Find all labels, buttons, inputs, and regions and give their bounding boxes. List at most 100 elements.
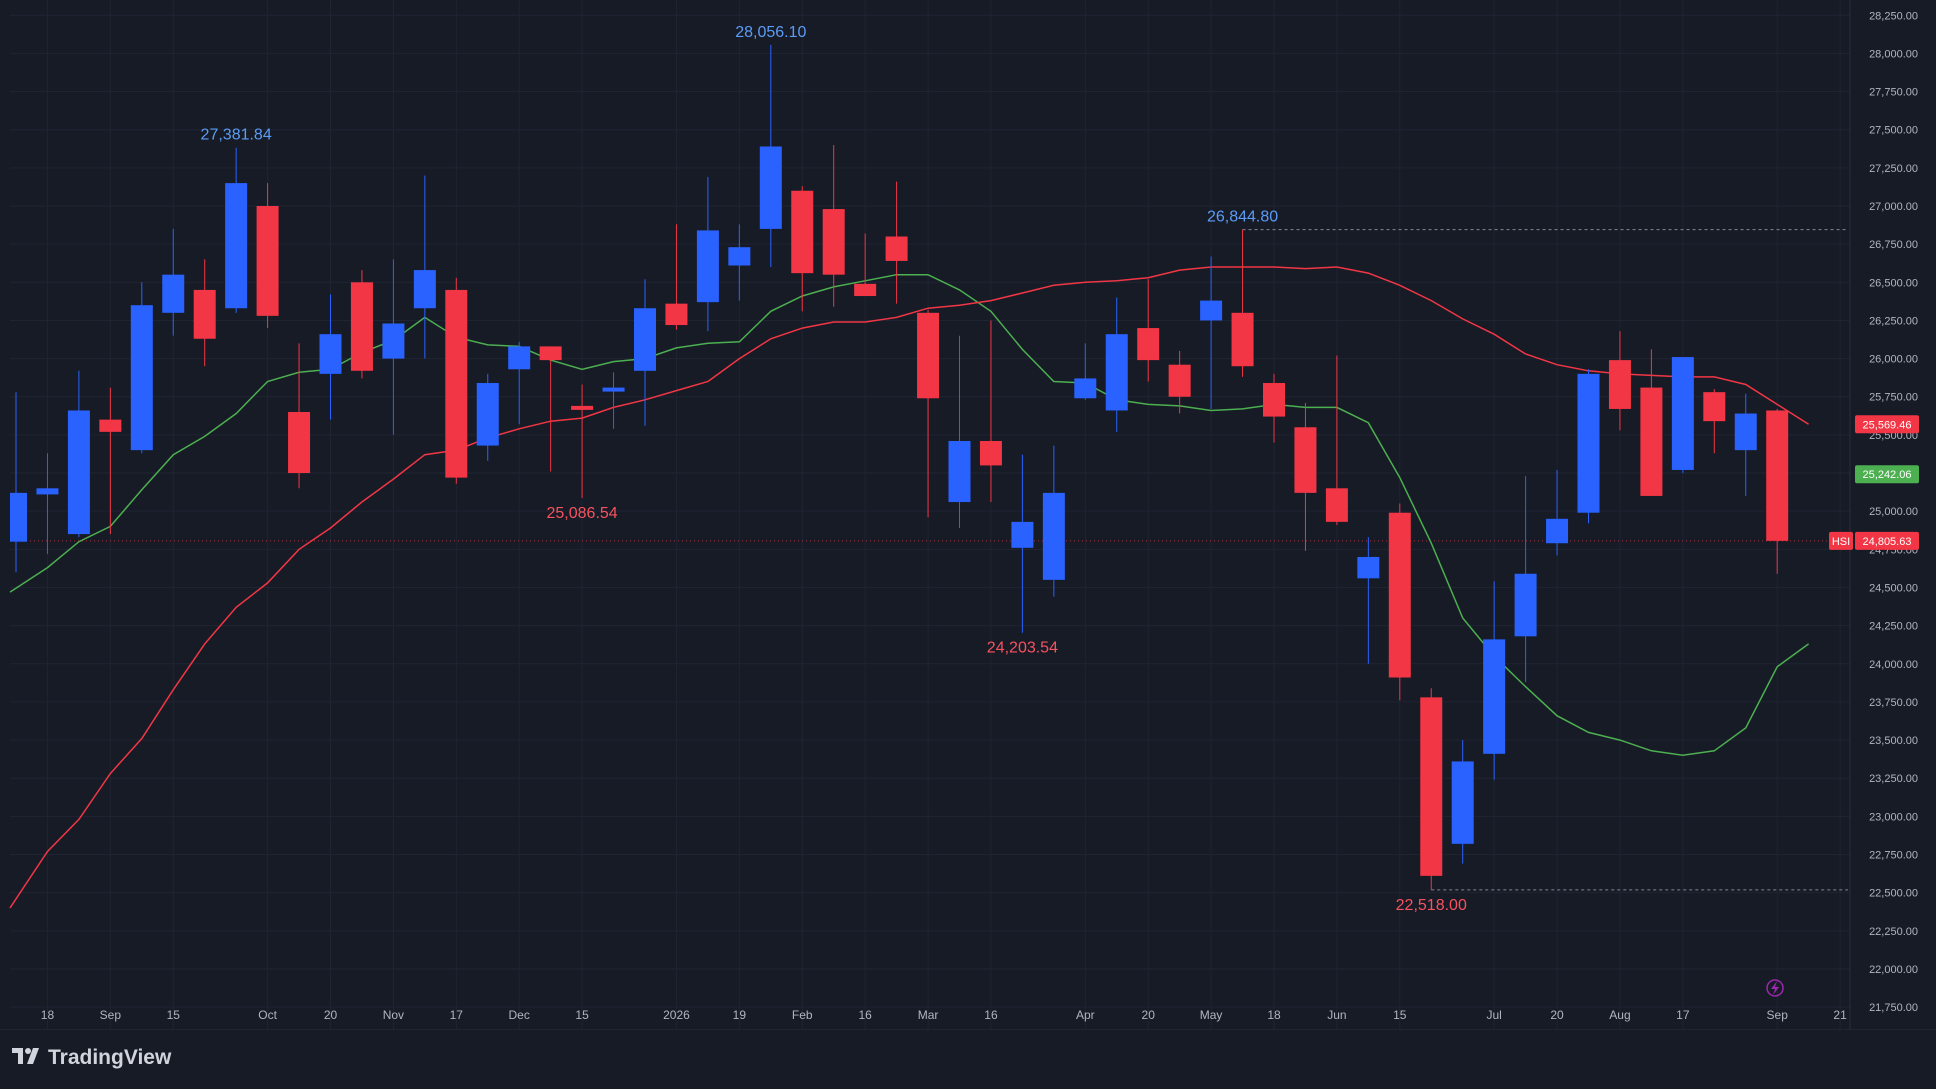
- candle-body: [1357, 556, 1380, 579]
- price-axis[interactable]: [1850, 0, 1936, 1030]
- time-axis-labels[interactable]: 18 Sep 15 Oct 20 Nov 17 Dec 15 2026 19 Feb 16 Mar 16 Ap…: [41, 1008, 1847, 1022]
- low-price-label: 22,518.00: [1396, 897, 1467, 914]
- x-tick-label: Oct: [258, 1008, 277, 1022]
- candle: [350, 270, 373, 379]
- candle: [36, 453, 59, 554]
- x-tick-label: 2026: [663, 1008, 690, 1022]
- candle-body: [1011, 521, 1034, 548]
- tradingview-logo[interactable]: TradingView: [12, 1046, 171, 1070]
- candle-body: [539, 346, 562, 361]
- candle: [99, 387, 122, 535]
- candle: [917, 309, 940, 518]
- candle: [539, 346, 562, 472]
- x-tick-label: Dec: [509, 1008, 530, 1022]
- candle: [256, 183, 279, 329]
- y-tick-label: 26,000.00: [1869, 354, 1918, 366]
- candle-body: [1514, 573, 1537, 637]
- x-tick-label: 16: [858, 1008, 872, 1022]
- lightning-icon[interactable]: [1766, 979, 1784, 997]
- candle: [162, 228, 185, 336]
- price-tag: 25,242.06: [1855, 465, 1919, 484]
- candle: [1451, 740, 1474, 864]
- candle: [67, 370, 90, 538]
- y-tick-label: 23,250.00: [1869, 773, 1918, 785]
- x-tick-label: Apr: [1076, 1008, 1095, 1022]
- candle: [1357, 537, 1380, 664]
- x-tick-label: Sep: [100, 1008, 122, 1022]
- x-tick-label: Jul: [1486, 1008, 1501, 1022]
- candle: [1137, 279, 1160, 382]
- price-tag-label: 25,569.46: [1863, 419, 1912, 431]
- candle-body: [1640, 387, 1663, 496]
- candle-body: [288, 412, 311, 474]
- candle-body: [445, 289, 468, 478]
- y-tick-label: 25,750.00: [1869, 392, 1918, 404]
- y-tick-label: 28,000.00: [1869, 48, 1918, 60]
- candle-body: [10, 492, 27, 542]
- candle: [1546, 469, 1569, 556]
- candle: [10, 392, 27, 573]
- price-tags: 25,569.46 25,242.06 24,805.63 HSI: [1829, 415, 1919, 550]
- y-tick-label: 22,500.00: [1869, 888, 1918, 900]
- candle-body: [508, 346, 531, 370]
- high-price-label: 27,381.84: [201, 127, 272, 144]
- candle: [728, 224, 751, 301]
- candle: [602, 372, 625, 429]
- y-tick-label: 26,250.00: [1869, 315, 1918, 327]
- candle: [885, 181, 908, 304]
- y-tick-label: 24,000.00: [1869, 659, 1918, 671]
- candle: [1766, 408, 1789, 574]
- tradingview-logo-text: TradingView: [48, 1046, 172, 1069]
- candle-body: [1388, 512, 1411, 678]
- x-tick-label: 15: [1393, 1008, 1407, 1022]
- candle-body: [1294, 427, 1317, 493]
- candle: [1703, 389, 1726, 454]
- price-tag: 25,569.46: [1855, 415, 1919, 434]
- candle: [634, 279, 656, 426]
- x-tick-label: 20: [324, 1008, 338, 1022]
- candle-body: [665, 303, 688, 326]
- candle-body: [728, 247, 751, 266]
- moving-average-lines: [9, 266, 1810, 909]
- x-tick-label: 15: [575, 1008, 589, 1022]
- price-tag-background: [1855, 465, 1919, 484]
- y-tick-label: 23,000.00: [1869, 811, 1918, 823]
- candle: [1105, 297, 1128, 432]
- candle-body: [476, 383, 499, 446]
- candle-body: [854, 283, 877, 297]
- candle-body: [1734, 413, 1757, 451]
- y-tick-label: 27,750.00: [1869, 87, 1918, 99]
- candle-body: [1263, 383, 1285, 417]
- x-tick-label: 18: [41, 1008, 55, 1022]
- x-tick-label: 17: [1676, 1008, 1690, 1022]
- symbol-tag-background: [1829, 531, 1853, 550]
- candle: [948, 335, 971, 528]
- candle-body: [1546, 518, 1569, 544]
- x-tick-label: 17: [450, 1008, 464, 1022]
- y-tick-label: 26,750.00: [1869, 239, 1918, 251]
- candlestick-series: [10, 44, 1789, 890]
- candle: [319, 294, 342, 420]
- candle-body: [1577, 373, 1600, 513]
- y-tick-label: 27,250.00: [1869, 163, 1918, 175]
- low-price-label: 24,203.54: [987, 640, 1058, 657]
- candle-body: [36, 488, 59, 495]
- candle: [1231, 229, 1254, 377]
- candle: [1168, 350, 1191, 414]
- y-tick-label: 22,250.00: [1869, 926, 1918, 938]
- y-tick-label: 22,000.00: [1869, 964, 1918, 976]
- candle: [225, 147, 248, 313]
- candle-body: [634, 308, 656, 371]
- x-tick-label: Jun: [1327, 1008, 1346, 1022]
- candle-body: [382, 323, 405, 359]
- symbol-tag-label: HSI: [1832, 536, 1850, 548]
- low-price-label: 25,086.54: [547, 505, 618, 522]
- price-tag: 24,805.63 HSI: [1829, 531, 1919, 550]
- candle-body: [759, 146, 782, 229]
- candle-body: [1325, 488, 1348, 522]
- footer-bar: [0, 1030, 1936, 1089]
- candle-body: [1231, 312, 1254, 367]
- candle-body: [1168, 364, 1191, 397]
- candle-body: [885, 236, 908, 261]
